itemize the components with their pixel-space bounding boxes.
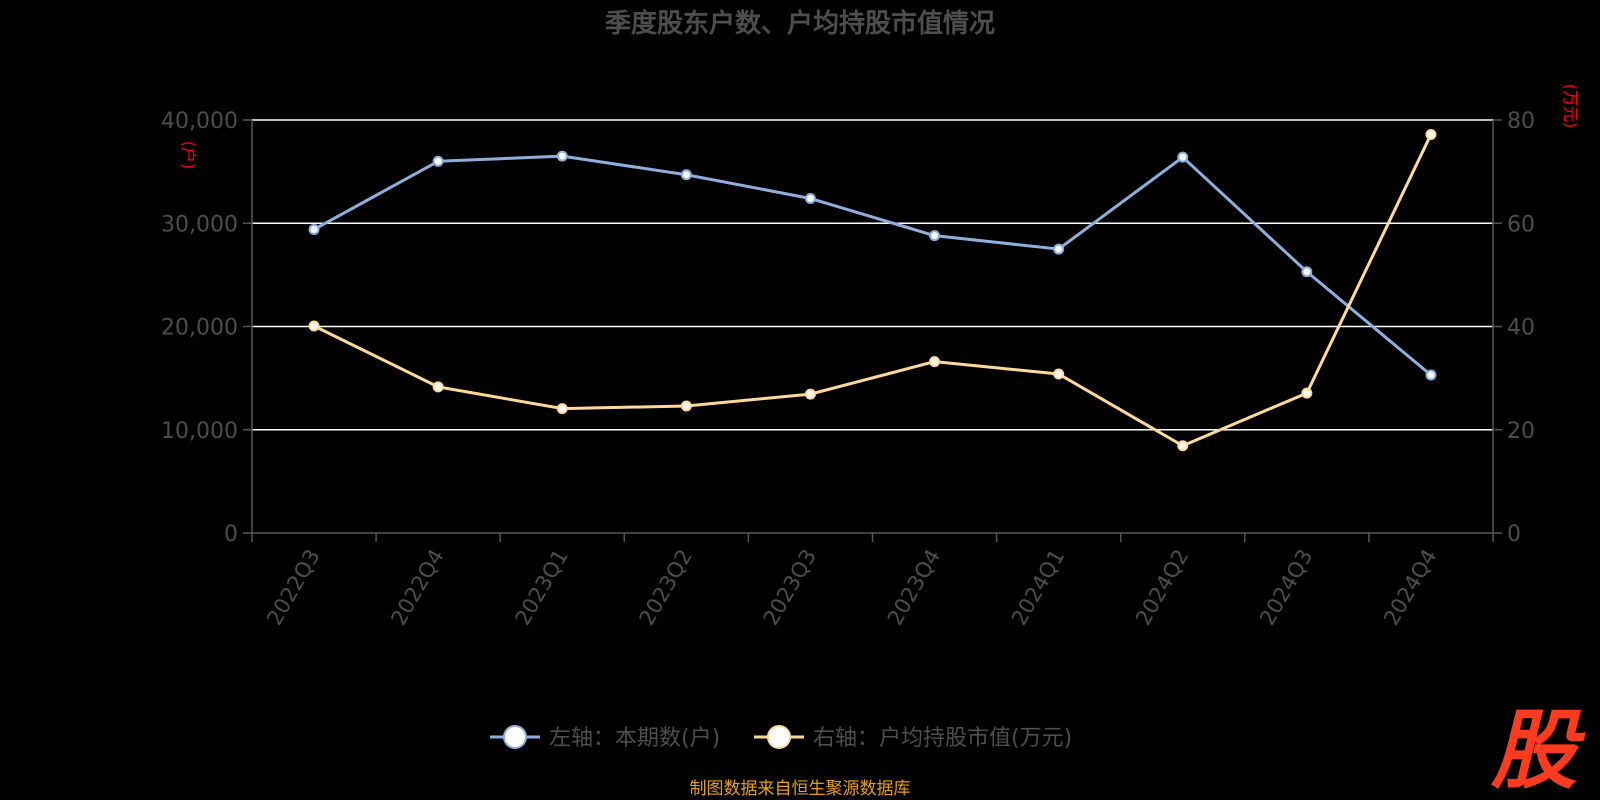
data-point bbox=[1053, 368, 1065, 380]
axes bbox=[251, 120, 1494, 542]
legend-label: 左轴：本期数(户) bbox=[549, 726, 720, 751]
series-line bbox=[313, 133, 1433, 448]
data-point bbox=[556, 403, 568, 415]
x-axis-tick-label: 2024Q3 bbox=[1255, 545, 1317, 629]
grid-lines bbox=[252, 119, 1493, 431]
y-axis-left-tick-label: 10,000 bbox=[161, 419, 238, 444]
legend-item-right-axis-series[interactable]: 右轴：户均持股市值(万元) bbox=[754, 725, 1072, 751]
data-point bbox=[308, 223, 320, 235]
legend[interactable]: 左轴：本期数(户) 右轴：户均持股市值(万元) bbox=[490, 725, 1072, 751]
y-axis-right-ticks: 0 20 40 60 80 bbox=[1493, 109, 1535, 547]
x-axis-tick-label: 2024Q1 bbox=[1007, 545, 1069, 629]
y-axis-right-tick-label: 60 bbox=[1507, 212, 1535, 237]
data-point bbox=[432, 381, 444, 393]
legend-item-left-axis-series[interactable]: 左轴：本期数(户) bbox=[490, 725, 720, 751]
data-point bbox=[804, 388, 816, 400]
y-axis-right-tick-label: 20 bbox=[1507, 419, 1535, 444]
y-axis-right-tick-label: 0 bbox=[1507, 522, 1521, 547]
series-line bbox=[313, 154, 1432, 377]
data-point bbox=[1425, 369, 1437, 381]
data-point bbox=[1301, 387, 1313, 399]
data-point bbox=[1425, 128, 1437, 140]
y-axis-left-ticks: 0 10,000 20,000 30,000 40,000 bbox=[161, 109, 252, 547]
data-point bbox=[680, 169, 692, 181]
x-axis-tick-label: 2024Q2 bbox=[1131, 545, 1193, 629]
x-axis-tick-label: 2023Q4 bbox=[883, 545, 945, 629]
legend-swatch-marker bbox=[503, 725, 527, 749]
y-axis-left-tick-label: 30,000 bbox=[161, 212, 238, 237]
legend-swatch-marker bbox=[767, 725, 791, 749]
x-axis-tick-label: 2023Q2 bbox=[635, 545, 697, 629]
y-axis-left-unit: (户) bbox=[179, 141, 198, 170]
data-point bbox=[680, 400, 692, 412]
data-point bbox=[804, 192, 816, 204]
x-axis-tick-label: 2022Q3 bbox=[262, 545, 324, 629]
x-axis-ticks: 2022Q3 2022Q4 2023Q1 2023Q2 2023Q3 2023Q4 2024… bbox=[262, 545, 1441, 629]
logo-mark: 股 bbox=[1490, 701, 1586, 800]
data-point bbox=[432, 155, 444, 167]
y-axis-right-tick-label: 40 bbox=[1507, 316, 1535, 341]
chart-title: 季度股东户数、户均持股市值情况 bbox=[605, 8, 995, 39]
x-axis-tick-label: 2023Q1 bbox=[510, 545, 572, 629]
y-axis-right-unit: (万元) bbox=[1561, 84, 1580, 129]
x-axis-tick-label: 2024Q4 bbox=[1379, 545, 1441, 629]
data-source-note: 制图数据来自恒生聚源数据库 bbox=[690, 779, 911, 799]
data-point bbox=[929, 230, 941, 242]
y-axis-left-tick-label: 0 bbox=[224, 522, 238, 547]
y-axis-right-tick-label: 80 bbox=[1507, 109, 1535, 134]
y-axis-left-tick-label: 20,000 bbox=[161, 316, 238, 341]
series-left-axis bbox=[308, 150, 1437, 381]
data-point bbox=[1301, 266, 1313, 278]
data-point bbox=[556, 150, 568, 162]
series-right-axis bbox=[308, 128, 1437, 452]
data-point bbox=[1177, 151, 1189, 163]
data-point bbox=[929, 356, 941, 368]
x-axis-tick-label: 2022Q4 bbox=[386, 545, 448, 629]
data-point bbox=[1053, 243, 1065, 255]
series-layer bbox=[308, 128, 1437, 452]
y-axis-left-tick-label: 40,000 bbox=[161, 109, 238, 134]
data-point bbox=[308, 320, 320, 332]
x-axis-tick-label: 2023Q3 bbox=[759, 545, 821, 629]
data-point bbox=[1177, 440, 1189, 452]
legend-label: 右轴：户均持股市值(万元) bbox=[813, 726, 1072, 751]
